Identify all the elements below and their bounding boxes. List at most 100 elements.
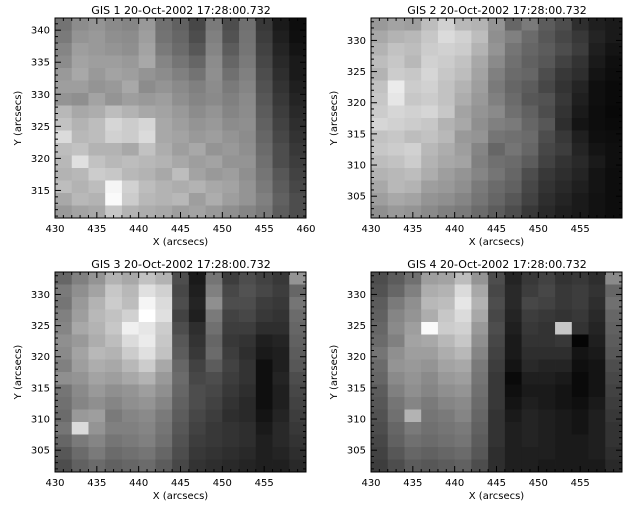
heatmap-cell bbox=[471, 409, 489, 423]
heatmap-cell bbox=[371, 372, 389, 385]
y-tick-label: 315 bbox=[347, 129, 366, 140]
heatmap-cell bbox=[538, 55, 556, 69]
heatmap-cell bbox=[471, 143, 489, 156]
heatmap-cell bbox=[255, 434, 273, 448]
heatmap-cell bbox=[571, 334, 589, 348]
heatmap-cell bbox=[105, 459, 123, 473]
heatmap-cell bbox=[138, 384, 156, 398]
heatmap-cell bbox=[437, 284, 456, 298]
heatmap-cell bbox=[371, 155, 389, 169]
heatmap-cell bbox=[521, 130, 539, 144]
heatmap-cell bbox=[555, 447, 573, 460]
heatmap-cell bbox=[538, 372, 556, 385]
heatmap-cell bbox=[105, 334, 123, 348]
heatmap-cell bbox=[88, 168, 106, 181]
heatmap-cell bbox=[121, 372, 140, 385]
heatmap-cell bbox=[555, 359, 573, 373]
heatmap-cell bbox=[172, 409, 190, 423]
heatmap-cell bbox=[155, 409, 173, 423]
heatmap-cell bbox=[571, 447, 589, 460]
heatmap-cell bbox=[172, 284, 190, 298]
heatmap-cell bbox=[387, 384, 405, 398]
heatmap-cell bbox=[404, 309, 422, 323]
heatmap-cell bbox=[172, 80, 190, 94]
heatmap-cell bbox=[55, 347, 73, 360]
heatmap-cell bbox=[605, 309, 623, 323]
heatmap-cell bbox=[105, 447, 123, 460]
heatmap-cell bbox=[121, 384, 140, 398]
heatmap-cell bbox=[272, 68, 290, 81]
heatmap-cell bbox=[121, 334, 140, 348]
heatmap-cell bbox=[488, 93, 506, 106]
heatmap-cell bbox=[504, 422, 522, 435]
heatmap-cell bbox=[138, 409, 156, 423]
heatmap-cell bbox=[239, 397, 257, 410]
heatmap-cell bbox=[255, 18, 273, 31]
heatmap-cell bbox=[504, 334, 522, 348]
y-tick-label: 315 bbox=[31, 383, 50, 394]
heatmap-cell bbox=[239, 272, 257, 285]
heatmap-cell bbox=[504, 359, 522, 373]
heatmap-cell bbox=[371, 459, 389, 473]
heatmap-cell bbox=[521, 272, 539, 285]
heatmap-cell bbox=[55, 43, 73, 56]
heatmap-cell bbox=[121, 80, 140, 94]
heatmap-cell bbox=[255, 205, 273, 219]
heatmap-cell bbox=[188, 359, 206, 373]
heatmap-cell bbox=[387, 447, 405, 460]
heatmap-cell bbox=[289, 359, 307, 373]
heatmap-cell bbox=[255, 297, 273, 310]
heatmap-cell bbox=[272, 30, 290, 44]
heatmap-cell bbox=[71, 322, 89, 335]
heatmap-cell bbox=[88, 322, 106, 335]
heatmap-cell bbox=[121, 359, 140, 373]
heatmap-cell bbox=[255, 284, 273, 298]
heatmap-cell bbox=[289, 118, 307, 131]
heatmap-cell bbox=[371, 130, 389, 144]
heatmap-cell bbox=[588, 459, 606, 473]
heatmap-cell bbox=[371, 18, 389, 31]
heatmap-cell bbox=[138, 459, 156, 473]
heatmap-cell bbox=[538, 93, 556, 106]
heatmap-cell bbox=[555, 130, 573, 144]
heatmap-cell bbox=[471, 93, 489, 106]
heatmap-cell bbox=[121, 205, 140, 219]
heatmap-cell bbox=[454, 55, 472, 69]
heatmap-cell bbox=[538, 409, 556, 423]
heatmap-cell bbox=[504, 155, 522, 169]
heatmap-cell bbox=[289, 372, 307, 385]
heatmap-cell bbox=[421, 397, 439, 410]
heatmap-cell bbox=[488, 68, 506, 81]
heatmap-cell bbox=[205, 68, 223, 81]
heatmap-cell bbox=[121, 447, 140, 460]
heatmap-cell bbox=[571, 43, 589, 56]
heatmap-cell bbox=[504, 347, 522, 360]
heatmap-cell bbox=[521, 372, 539, 385]
heatmap-cell bbox=[371, 347, 389, 360]
x-tick-label: 430 bbox=[45, 224, 64, 235]
heatmap-cell bbox=[571, 434, 589, 448]
heatmap-cell bbox=[121, 309, 140, 323]
heatmap-cell bbox=[155, 30, 173, 44]
heatmap-cell bbox=[404, 180, 422, 194]
heatmap-cell bbox=[504, 459, 522, 473]
heatmap-cell bbox=[55, 459, 73, 473]
heatmap-cell bbox=[188, 180, 206, 194]
heatmap-cell bbox=[239, 459, 257, 473]
heatmap-cell bbox=[454, 447, 472, 460]
heatmap-cell bbox=[255, 359, 273, 373]
heatmap-cell bbox=[172, 43, 190, 56]
heatmap-cell bbox=[105, 272, 123, 285]
heatmap-cell bbox=[138, 180, 156, 194]
heatmap-cell bbox=[172, 322, 190, 335]
heatmap-cell bbox=[404, 80, 422, 94]
heatmap-cell bbox=[471, 180, 489, 194]
heatmap-cell bbox=[155, 384, 173, 398]
heatmap-cell bbox=[105, 43, 123, 56]
heatmap-cell bbox=[222, 93, 240, 106]
heatmap-cell bbox=[454, 397, 472, 410]
x-tick-label: 440 bbox=[445, 224, 464, 235]
heatmap-cell bbox=[105, 118, 123, 131]
heatmap-cell bbox=[504, 372, 522, 385]
heatmap-cell bbox=[55, 180, 73, 194]
